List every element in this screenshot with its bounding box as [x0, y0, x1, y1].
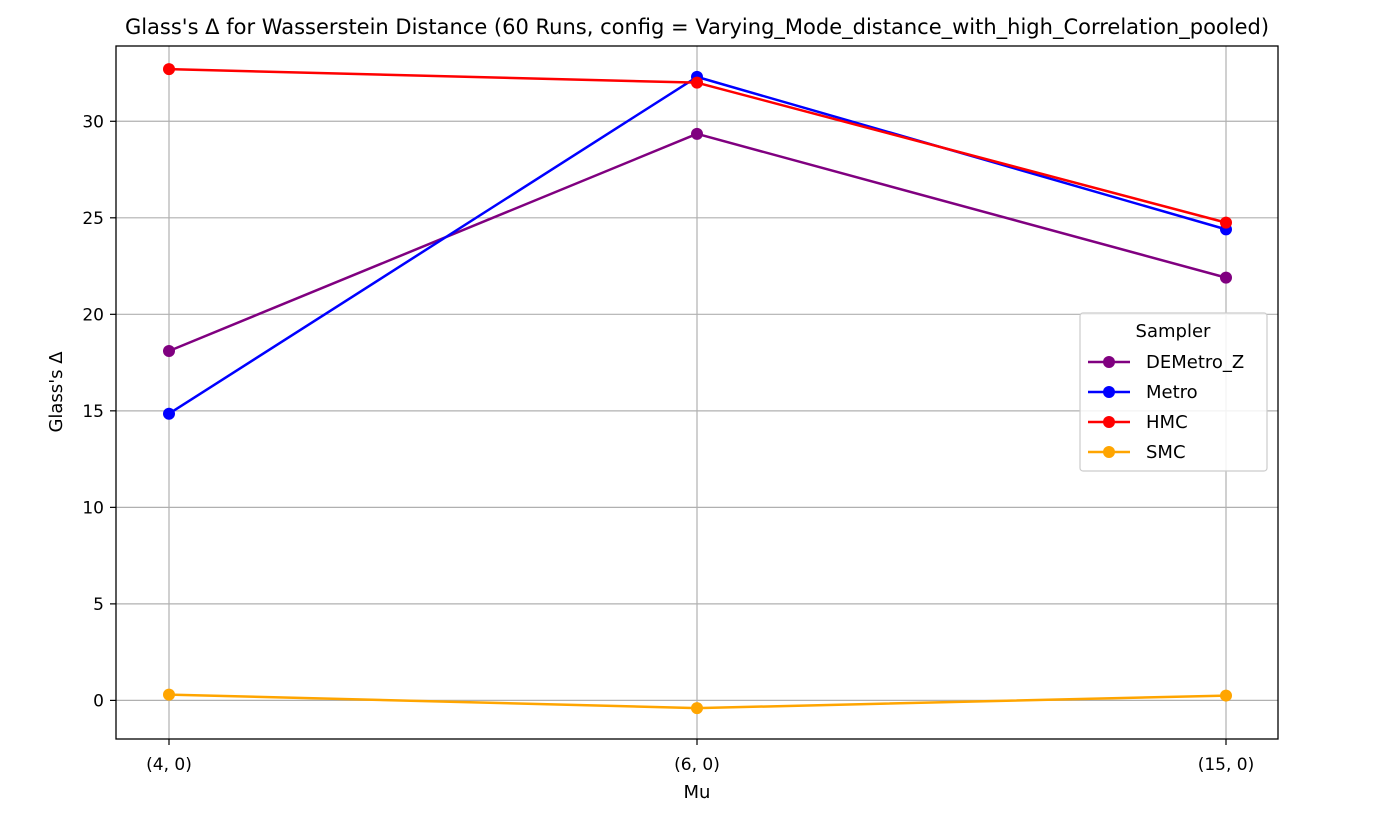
legend-entry: SMC [1088, 442, 1186, 463]
legend-label: DEMetro_Z [1146, 352, 1244, 373]
x-tick-label: (6, 0) [674, 755, 720, 775]
legend-title: Sampler [1136, 321, 1211, 342]
y-axis-label: Glass's Δ [46, 351, 67, 433]
legend-marker [1103, 416, 1115, 428]
legend-label: SMC [1146, 442, 1186, 463]
data-point [691, 127, 703, 140]
legend-marker [1103, 356, 1115, 368]
data-point [163, 407, 175, 420]
legend-entry: Metro [1088, 382, 1198, 403]
y-tick-label: 15 [82, 402, 104, 422]
series-hmc [163, 63, 1232, 229]
axis-ticks: (4, 0) (6, 0) (15, 0) 0 5 10 15 20 25 30 [82, 112, 1254, 775]
legend-entries: DEMetro_Z Metro HMC SMC [1088, 352, 1244, 463]
data-point [1220, 216, 1232, 229]
x-tick-label: (4, 0) [146, 755, 192, 775]
y-tick-label: 25 [82, 209, 104, 229]
data-point [163, 63, 175, 76]
legend-entry: DEMetro_Z [1088, 352, 1244, 373]
data-point [691, 702, 703, 715]
y-tick-label: 0 [93, 691, 104, 711]
y-tick-label: 20 [82, 305, 104, 325]
series-smc [163, 688, 1232, 715]
legend-label: Metro [1146, 382, 1198, 403]
x-tick-label: (15, 0) [1198, 755, 1255, 775]
series-demetro-z [163, 127, 1232, 357]
legend-marker [1103, 386, 1115, 398]
legend-marker [1103, 446, 1115, 458]
legend-label: HMC [1146, 412, 1188, 433]
y-tick-label: 5 [93, 595, 104, 615]
data-point [163, 688, 175, 701]
y-tick-label: 30 [82, 112, 104, 132]
data-point [1220, 689, 1232, 702]
data-point [163, 344, 175, 357]
data-point [691, 76, 703, 89]
legend-box [1079, 312, 1268, 472]
data-point [1220, 271, 1232, 284]
chart-title: Glass's Δ for Wasserstein Distance (60 R… [125, 15, 1269, 40]
x-axis-label: Mu [684, 782, 711, 803]
series-layer [163, 63, 1232, 715]
legend: Sampler DEMetro_Z Metro HMC SMC [1079, 312, 1268, 472]
y-tick-label: 10 [82, 498, 104, 518]
legend-entry: HMC [1088, 412, 1188, 433]
grid [116, 46, 1278, 739]
